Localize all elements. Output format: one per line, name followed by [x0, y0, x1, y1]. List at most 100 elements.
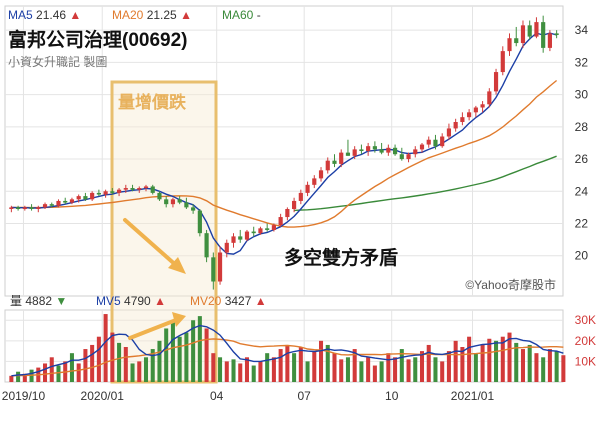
- candle-body: [9, 207, 14, 209]
- volume-bar: [487, 338, 492, 382]
- candle-body: [372, 146, 377, 150]
- mv5-line: [11, 324, 564, 377]
- volume-bar: [426, 344, 431, 382]
- candle: [480, 101, 485, 113]
- volume-bar: [197, 316, 202, 382]
- candle: [9, 205, 14, 213]
- volume-bar: [224, 361, 229, 382]
- candle: [325, 157, 330, 174]
- mv20-line: [11, 338, 564, 377]
- volume-bar: [312, 351, 317, 382]
- candle-body: [191, 207, 196, 211]
- candle: [76, 194, 81, 203]
- svg-text:MV5 4790 ▲: MV5 4790 ▲: [96, 294, 166, 308]
- ma60-label: MA60: [222, 8, 254, 22]
- volume-bar: [177, 336, 182, 382]
- candle: [332, 154, 337, 168]
- x-tick-label: 07: [298, 389, 312, 403]
- candle-body: [480, 104, 485, 108]
- candle-body: [90, 192, 95, 200]
- ma5-arrow: ▲: [69, 8, 81, 22]
- volume-bar: [534, 353, 539, 382]
- candle: [143, 184, 149, 192]
- candle-body: [63, 200, 68, 203]
- volume-series: [9, 314, 566, 382]
- candle-body: [164, 199, 169, 205]
- volume-bar: [184, 332, 189, 382]
- candle-body: [224, 242, 229, 253]
- candle-body: [211, 257, 216, 282]
- volume-legend: 量 4882 ▼ MV5 4790 ▲ MV20 3427 ▲: [10, 294, 267, 308]
- candle: [211, 252, 216, 290]
- candle: [413, 146, 418, 158]
- candle-body: [292, 200, 297, 209]
- candle: [265, 223, 270, 232]
- svg-text:量 4882 ▼: 量 4882 ▼: [10, 294, 67, 308]
- candle: [339, 149, 344, 168]
- ma20-value: 21.25: [147, 8, 177, 22]
- candle: [184, 197, 189, 209]
- ma60-value: -: [257, 8, 261, 22]
- volume-bar: [446, 351, 451, 382]
- volume-bar: [345, 357, 350, 382]
- candle: [312, 175, 317, 189]
- candle: [204, 229, 209, 263]
- candle-body: [29, 207, 34, 209]
- candle-body: [399, 154, 404, 160]
- volume-bar: [359, 361, 364, 382]
- candle: [460, 112, 465, 126]
- candle: [56, 199, 61, 208]
- volume-bar: [339, 359, 344, 382]
- candle-body: [487, 91, 492, 105]
- volume-bar: [231, 359, 236, 382]
- volume-bar: [164, 328, 169, 382]
- x-tick-label: 10: [385, 389, 399, 403]
- ma5-value: 21.46: [36, 8, 66, 22]
- candle-body: [366, 146, 371, 151]
- volume-tick-label: 10K: [575, 354, 596, 368]
- volume-bar: [130, 363, 135, 382]
- volume-bar: [137, 361, 142, 382]
- candle-body: [69, 199, 75, 203]
- ma5-label: MA5: [8, 8, 33, 22]
- ma20-line: [11, 79, 558, 228]
- candle-body: [467, 112, 472, 118]
- candle-body: [244, 231, 250, 240]
- candle: [507, 33, 512, 56]
- volume-bar: [211, 353, 216, 382]
- mv20-arrow: ▲: [255, 294, 267, 308]
- candle-body: [130, 188, 135, 190]
- mv5-value: 4790: [124, 294, 151, 308]
- candle-body: [265, 228, 270, 230]
- volume-bar: [103, 314, 108, 382]
- volume-bar: [332, 353, 337, 382]
- candle: [224, 239, 229, 258]
- volume-bar: [69, 353, 74, 382]
- mv5-arrow: ▲: [154, 294, 166, 308]
- candle-body: [446, 128, 452, 137]
- volume-bar: [218, 357, 223, 382]
- volume-bar: [278, 349, 283, 382]
- vol-label: 量: [10, 294, 22, 308]
- candle: [426, 136, 431, 148]
- candle-body: [251, 231, 256, 234]
- candle: [386, 144, 391, 156]
- candle-body: [238, 236, 243, 240]
- price-tick-label: 22: [575, 217, 589, 231]
- volume-bar: [96, 336, 101, 382]
- candle-body: [406, 154, 411, 160]
- candle-body: [217, 252, 223, 282]
- volume-bar: [238, 363, 243, 382]
- price-tick-label: 20: [575, 249, 589, 263]
- volume-bar: [500, 336, 505, 382]
- candle-body: [325, 160, 330, 171]
- candle: [406, 152, 411, 163]
- candle-body: [392, 147, 398, 155]
- volume-bar: [507, 332, 512, 382]
- volume-bar: [554, 351, 559, 382]
- candle: [554, 30, 559, 39]
- candle: [285, 207, 290, 221]
- vol-value: 4882: [25, 294, 52, 308]
- x-tick-label: 2019/10: [2, 389, 46, 403]
- volume-bar: [541, 357, 546, 382]
